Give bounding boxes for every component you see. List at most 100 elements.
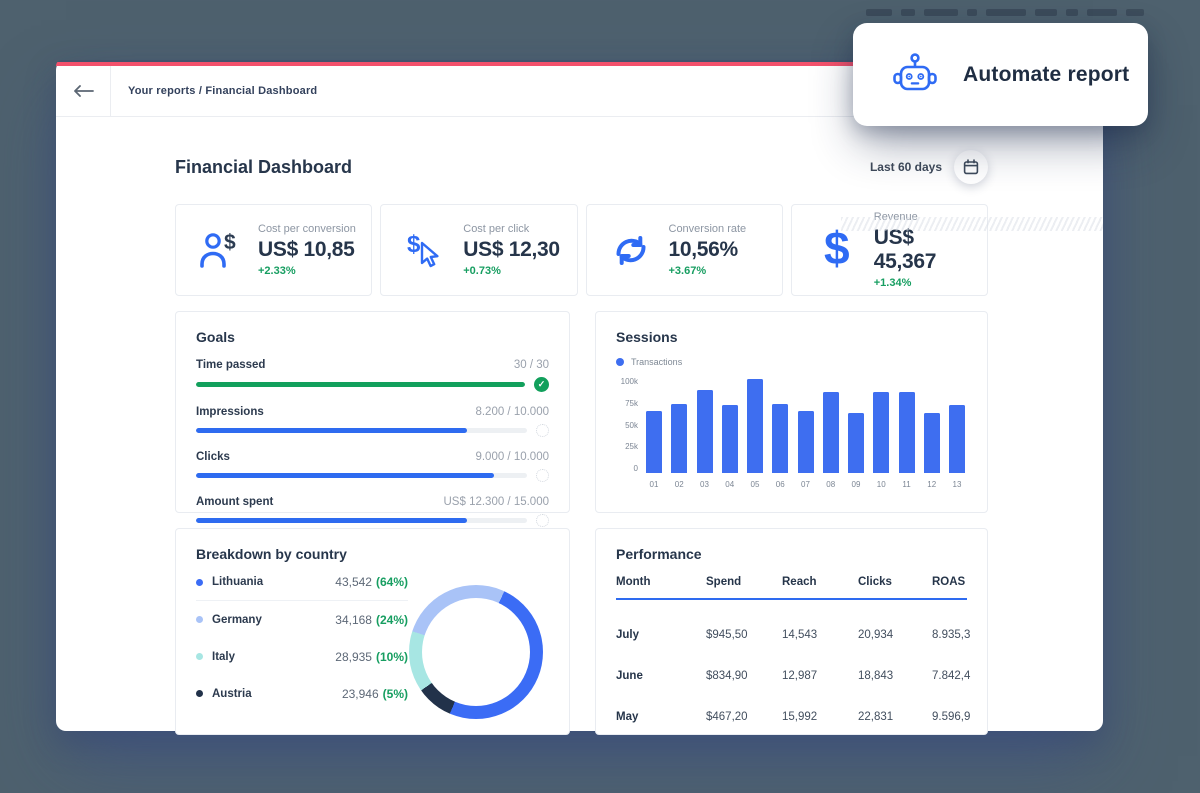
breadcrumb[interactable]: Your reports / Financial Dashboard [128, 85, 318, 97]
date-range-label[interactable]: Last 60 days [869, 160, 942, 174]
calendar-icon [963, 159, 979, 175]
goal-row: Time passed 30 / 30 ✓ [196, 359, 549, 392]
cell-spend: $834,90 [706, 670, 748, 682]
country-percent: (10%) [375, 649, 408, 664]
country-percent: (64%) [375, 575, 408, 589]
bar-column: 07 [797, 377, 814, 495]
country-value: 34,168 [335, 612, 372, 627]
bar-column: 11 [898, 377, 915, 495]
x-tick-label: 06 [775, 480, 785, 489]
bar-column: 06 [772, 377, 789, 495]
chart-legend: Transactions [616, 357, 967, 367]
progress-bar [196, 518, 527, 523]
cell-roas: 7.842,4 [932, 670, 971, 682]
progress-bar [196, 428, 527, 433]
kpi-delta: +2.33% [258, 265, 296, 277]
legend-dot [196, 578, 203, 586]
sessions-panel: Sessions Transactions 100k 75k 50k 25k 0 01 0… [595, 311, 988, 513]
x-tick-label: 13 [952, 480, 962, 489]
country-value: 23,946 [341, 686, 379, 701]
cell-clicks: 22,831 [858, 711, 894, 723]
dollar-icon: $ [824, 227, 850, 273]
kpi-delta: +1.34% [873, 277, 912, 289]
check-circle-icon: ✓ [534, 377, 549, 392]
bar-column: 09 [848, 377, 864, 495]
country-legend-item: Italy 28,935 (10%) [196, 638, 408, 675]
progress-bar [196, 473, 527, 478]
bar-column: 12 [923, 377, 940, 495]
date-range-filter: Last 60 days [870, 150, 988, 184]
legend-dot [196, 653, 203, 660]
back-arrow-icon [73, 85, 94, 97]
bar-column: 03 [696, 377, 713, 495]
x-tick-label: 02 [674, 480, 684, 489]
performance-table: Month Spend Reach Clicks ROAS July $945,… [616, 576, 971, 723]
cell-clicks: 18,843 [858, 670, 894, 682]
plot-area: 01 02 03 04 05 06 07 08 09 10 11 12 13 [644, 377, 967, 495]
goal-label: Amount spent [196, 496, 274, 508]
progress-bar [196, 382, 525, 387]
bar [923, 413, 940, 473]
pending-circle-icon [536, 469, 549, 482]
country-name: Lithuania [212, 576, 264, 588]
x-tick-label: 03 [700, 480, 709, 489]
window-header: Your reports / Financial Dashboard [56, 66, 1103, 117]
sessions-title: Sessions [616, 329, 678, 345]
bar-column: 10 [873, 377, 890, 495]
robot-icon [893, 52, 937, 90]
legend-label: Transactions [631, 357, 683, 367]
dashboard-content: Financial Dashboard Last 60 days [56, 150, 1103, 735]
goal-value: 9.000 / 10.000 [475, 451, 549, 463]
table-row: July $945,50 14,543 20,934 8.935,3 [616, 629, 970, 641]
bar [949, 404, 965, 473]
bar [797, 410, 814, 473]
kpi-value: US$ 45,367 [873, 226, 937, 273]
back-button[interactable] [56, 66, 111, 116]
column-header: Clicks [858, 576, 892, 588]
bar [848, 413, 864, 473]
kpi-label: Cost per conversion [258, 223, 356, 235]
kpi-row: $ Cost per conversion US$ 10,85 +2.33% $ [175, 204, 988, 296]
x-tick-label: 07 [801, 480, 810, 489]
page-title: Financial Dashboard [175, 156, 353, 177]
bar [898, 392, 915, 473]
country-value: 43,542 [335, 575, 372, 589]
user-dollar-icon: $ [200, 231, 236, 268]
goal-row: Impressions 8.200 / 10.000 [196, 406, 549, 437]
cell-spend: $467,20 [706, 711, 748, 723]
y-axis: 100k 75k 50k 25k 0 [616, 377, 644, 491]
table-header: Month Spend Reach Clicks ROAS [616, 576, 967, 600]
kpi-delta: +3.67% [668, 265, 707, 277]
table-row: June $834,90 12,987 18,843 7.842,4 [616, 670, 971, 682]
texture-band [841, 217, 1103, 231]
country-legend-item: Lithuania 43,542 (64%) [196, 564, 408, 601]
legend-dot [196, 690, 203, 697]
x-tick-label: 01 [649, 480, 659, 489]
goal-label: Clicks [196, 451, 230, 463]
x-tick-label: 10 [876, 480, 886, 489]
column-header: ROAS [932, 576, 966, 588]
breakdown-panel: Breakdown by country Lithuania 43,542 (64%… [175, 528, 570, 735]
refresh-icon [615, 236, 646, 265]
kpi-value: US$ 10,85 [258, 238, 355, 261]
kpi-card-cost-per-conversion: $ Cost per conversion US$ 10,85 +2.33% [175, 204, 373, 296]
automate-report-label: Automate report [963, 62, 1130, 86]
pending-circle-icon [536, 514, 549, 527]
country-name: Austria [212, 687, 252, 700]
kpi-value: US$ 12,30 [463, 238, 560, 261]
svg-text:$: $ [224, 231, 236, 254]
donut-chart [409, 585, 543, 719]
x-tick-label: 09 [851, 480, 861, 489]
x-tick-label: 12 [927, 480, 937, 489]
cell-reach: 15,992 [782, 711, 818, 723]
kpi-card-conversion-rate: Conversion rate 10,56% +3.67% [585, 204, 783, 296]
column-header: Spend [706, 576, 742, 588]
bar-column: 02 [671, 377, 688, 495]
country-percent: (24%) [375, 612, 408, 627]
automate-report-button[interactable]: Automate report [853, 23, 1148, 126]
calendar-button[interactable] [954, 150, 988, 184]
bar [747, 378, 763, 473]
country-name: Germany [212, 613, 262, 626]
legend-dot [616, 358, 624, 366]
kpi-label: Cost per click [463, 223, 530, 235]
